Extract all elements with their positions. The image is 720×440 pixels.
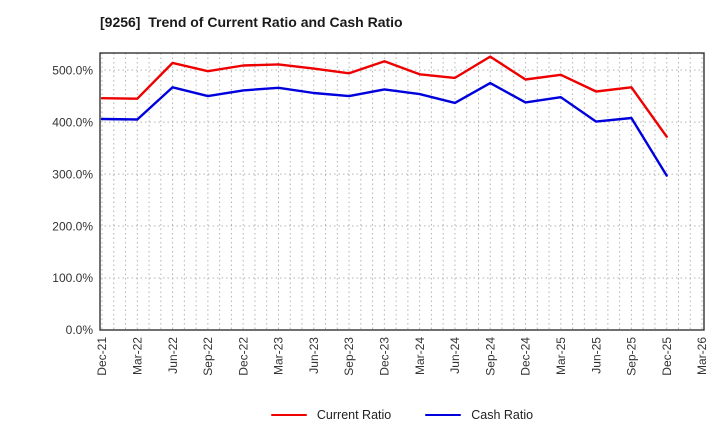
plot-frame	[99, 52, 705, 331]
x-tick-label: Dec-21	[95, 337, 109, 376]
y-tick-label: 400.0%	[52, 115, 93, 129]
x-tick-label: Sep-23	[342, 337, 356, 376]
x-tick-label: Mar-25	[554, 337, 568, 375]
x-tick-label: Mar-23	[272, 337, 286, 375]
x-tick-label: Dec-24	[519, 337, 533, 376]
x-tick-label: Jun-23	[307, 337, 321, 374]
x-tick-label: Dec-23	[378, 337, 392, 376]
legend-item-current-ratio: Current Ratio	[270, 407, 392, 422]
x-tick-label: Sep-24	[483, 337, 497, 376]
y-tick-label: 0.0%	[66, 323, 94, 337]
legend-label-current-ratio: Current Ratio	[316, 407, 392, 422]
x-tick-label: Dec-22	[236, 337, 250, 376]
x-tick-label: Dec-25	[660, 337, 674, 376]
y-tick-label: 200.0%	[52, 219, 93, 233]
y-tick-label: 300.0%	[52, 167, 93, 181]
legend-label-cash-ratio: Cash Ratio	[471, 407, 534, 422]
x-tick-label: Sep-22	[201, 337, 215, 376]
x-tick-label: Mar-26	[695, 337, 709, 375]
x-tick-label: Mar-24	[413, 337, 427, 375]
x-tick-label: Jun-22	[166, 337, 180, 374]
y-tick-label: 500.0%	[52, 63, 93, 77]
x-tick-label: Mar-22	[130, 337, 144, 375]
legend-swatch-cash-ratio	[425, 413, 462, 417]
y-tick-label: 100.0%	[52, 271, 93, 285]
x-tick-label: Jun-24	[448, 337, 462, 374]
series-line-current-ratio	[100, 55, 668, 138]
legend-swatch-current-ratio	[270, 413, 307, 417]
series-line-cash-ratio	[100, 81, 668, 177]
chart-title: [9256] Trend of Current Ratio and Cash R…	[100, 14, 403, 30]
x-tick-label: Jun-25	[589, 337, 603, 374]
x-tick-label: Sep-25	[625, 337, 639, 376]
chart-legend: Current Ratio Cash Ratio	[100, 403, 704, 427]
legend-item-cash-ratio: Cash Ratio	[425, 409, 533, 422]
